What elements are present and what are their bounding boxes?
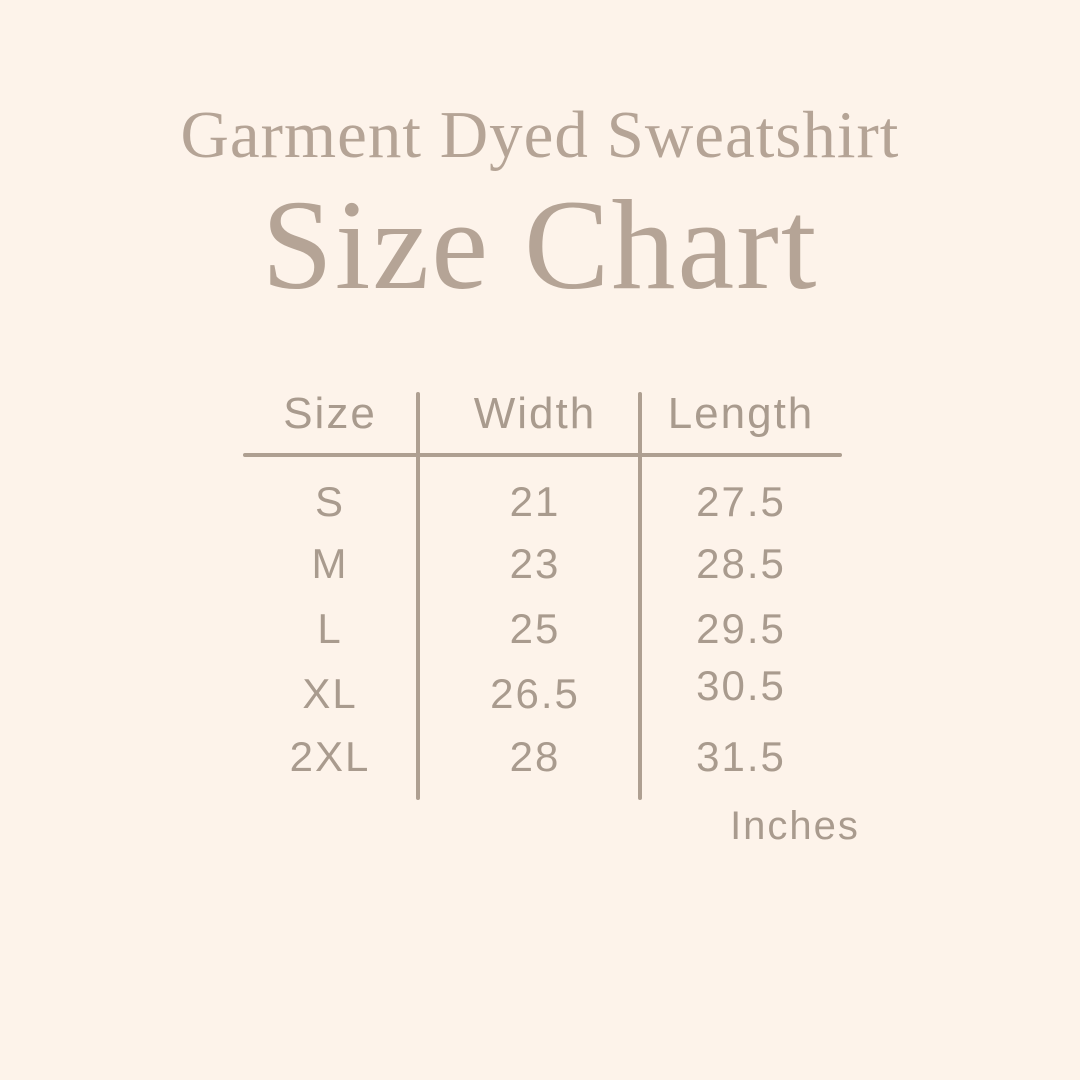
table-row-width-value: 28 (509, 733, 561, 780)
table-row-size-label: M (311, 540, 349, 587)
column-header-width: Width (473, 389, 597, 438)
table-row-length-value: 28.5 (696, 540, 786, 587)
table-row-width-value: 23 (509, 540, 561, 587)
product-title: Garment Dyed Sweatshirt (180, 98, 900, 172)
table-row-width-value: 21 (509, 478, 561, 525)
table-row-width-value: 25 (509, 605, 561, 652)
table-row-length-value: 27.5 (696, 478, 786, 525)
table-column-divider-1 (416, 392, 420, 800)
table-row-length-value: 31.5 (696, 733, 786, 780)
column-header-length: Length (667, 389, 815, 438)
table-row-length-value: 29.5 (696, 605, 786, 652)
table-column-divider-2 (638, 392, 642, 800)
table-row-size-label: L (317, 605, 343, 652)
table-row-length-value: 30.5 (696, 662, 786, 709)
table-row-size-label: S (314, 478, 345, 525)
table-header-rule (243, 453, 842, 457)
table-row-size-label: XL (302, 670, 358, 717)
table-row-size-label: 2XL (289, 733, 371, 780)
table-row-width-value: 26.5 (490, 670, 580, 717)
unit-label: Inches (730, 804, 860, 848)
page-title: Size Chart (261, 174, 819, 316)
column-header-size: Size (283, 389, 377, 438)
